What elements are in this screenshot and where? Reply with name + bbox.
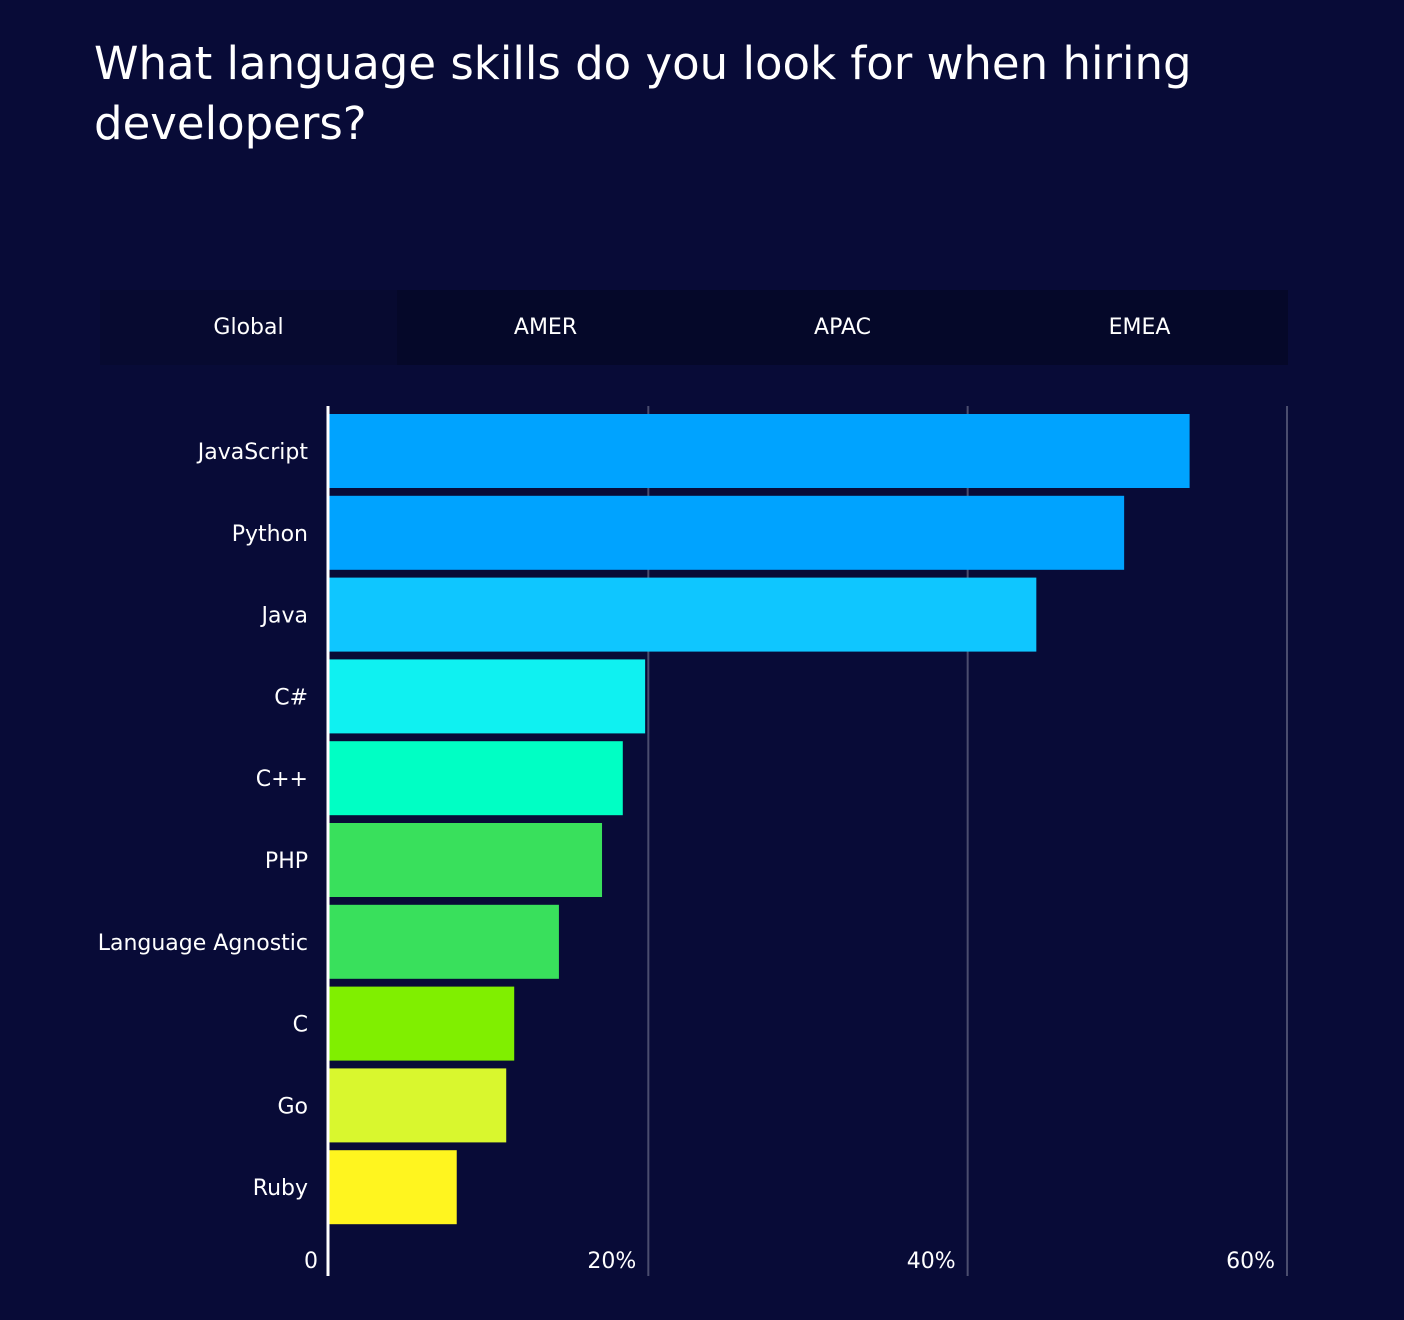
chart-title: What language skills do you look for whe…: [94, 37, 1192, 150]
category-label-c: C: [293, 1013, 308, 1038]
category-label-language-agnostic: Language Agnostic: [98, 931, 308, 956]
x-tick-label-20: 20%: [587, 1249, 636, 1274]
bar-php[interactable]: [329, 823, 603, 897]
bar-javascript[interactable]: [329, 414, 1190, 488]
bar-java[interactable]: [329, 577, 1037, 652]
tab-amer[interactable]: AMER: [397, 290, 694, 365]
bar-c[interactable]: [329, 986, 515, 1061]
region-tabs: Global AMER APAC EMEA: [100, 290, 1288, 365]
bar-language-agnostic[interactable]: [329, 904, 559, 979]
bar-c[interactable]: [329, 741, 623, 816]
category-label-java: Java: [260, 604, 308, 629]
bar-go[interactable]: [329, 1068, 507, 1143]
category-label-python: Python: [232, 522, 308, 547]
category-label-ruby: Ruby: [253, 1176, 308, 1201]
bar-c[interactable]: [329, 659, 646, 734]
bar-ruby[interactable]: [329, 1150, 457, 1225]
category-labels: JavaScript Python Java C# C++ PHP Language Agn…: [98, 440, 309, 1201]
x-tick-labels: 0 20% 40% 60%: [304, 1249, 1275, 1274]
x-tick-label-40: 40%: [907, 1249, 956, 1274]
tab-emea[interactable]: EMEA: [991, 290, 1288, 365]
category-label-javascript: JavaScript: [196, 440, 309, 465]
bars: [329, 414, 1190, 1225]
tab-apac[interactable]: APAC: [694, 290, 991, 365]
bar-python[interactable]: [329, 495, 1125, 570]
category-label-go: Go: [277, 1094, 308, 1119]
category-label-php: PHP: [265, 849, 308, 874]
tab-global[interactable]: Global: [100, 290, 397, 365]
category-label-c: C#: [274, 685, 308, 710]
x-tick-label-60: 60%: [1226, 1249, 1275, 1274]
category-label-c: C++: [256, 767, 308, 792]
x-tick-label-0: 0: [304, 1249, 318, 1274]
